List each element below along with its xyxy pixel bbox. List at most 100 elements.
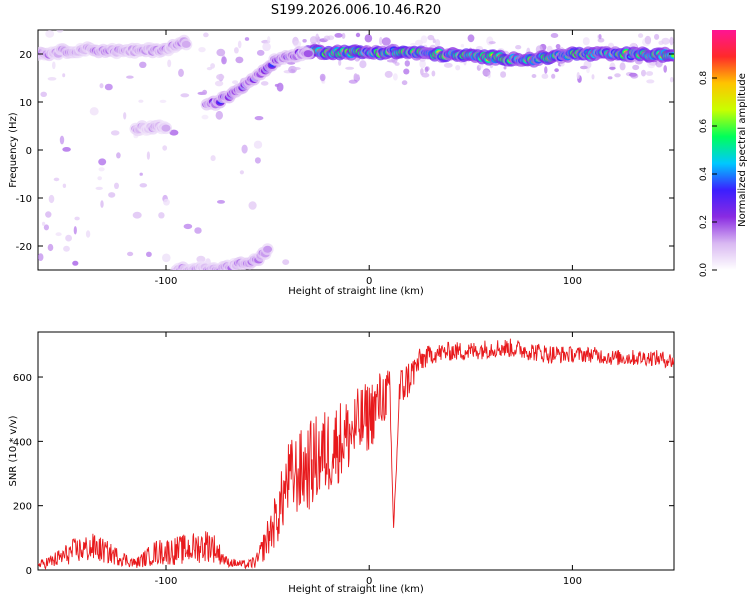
heatmap-noise-cell xyxy=(73,226,77,235)
heatmap-cell xyxy=(161,124,171,132)
heatmap-noise-cell xyxy=(384,70,393,78)
heatmap-noise-cell xyxy=(435,39,441,47)
heatmap-noise-cell xyxy=(646,79,655,84)
heatmap-noise-cell xyxy=(198,47,206,53)
heatmap-noise-cell xyxy=(455,65,461,71)
heatmap-noise-cell xyxy=(114,182,119,189)
heatmap-noise-cell xyxy=(658,40,664,45)
heatmap-noise-cell xyxy=(217,200,225,204)
heatmap-noise-cell xyxy=(555,44,561,49)
heatmap-noise-cell xyxy=(180,93,190,98)
heatmap-noise-cell xyxy=(515,45,522,50)
colorbar-tick-label: 0.6 xyxy=(699,119,709,134)
heatmap-noise-cell xyxy=(216,74,225,80)
heatmap-noise-cell xyxy=(97,176,102,181)
heatmap-noise-cell xyxy=(432,38,436,43)
heatmap-noise-cell xyxy=(669,76,674,83)
heatmap-noise-cell xyxy=(345,66,355,70)
heatmap-noise-cell xyxy=(669,36,674,46)
heatmap-noise-cell xyxy=(359,60,367,69)
heatmap-noise-cell xyxy=(55,232,62,237)
snr-y-tick-label: 200 xyxy=(13,502,32,513)
heatmap-noise-cell xyxy=(355,32,361,38)
colorbar-scale xyxy=(712,30,736,270)
heatmap-noise-cell xyxy=(276,82,284,92)
heatmap-noise-cell xyxy=(100,200,104,208)
heatmap-noise-cell xyxy=(403,68,410,75)
heatmap-noise-cell xyxy=(196,255,206,263)
colorbar-label: Normalized spectral amplitude xyxy=(737,73,748,227)
heatmap-noise-cell xyxy=(59,135,65,145)
heatmap-noise-cell xyxy=(95,186,103,190)
heatmap-noise-cell xyxy=(415,39,423,46)
heatmap-noise-cell xyxy=(386,59,396,63)
heatmap-noise-cell xyxy=(260,81,269,86)
heatmap-noise-cell xyxy=(267,36,271,44)
heatmap-noise-cell xyxy=(319,73,326,82)
heatmap-noise-cell xyxy=(254,116,264,121)
heatmap-noise-cell xyxy=(162,253,171,263)
snr-x-ticks: -100 0 100 xyxy=(155,332,582,587)
heatmap-noise-cell xyxy=(139,61,147,68)
heatmap-noise-cell xyxy=(123,112,127,120)
heatmap-noise-cell xyxy=(419,59,426,69)
heatmap-noise-cell xyxy=(500,71,507,78)
heatmap-noise-cell xyxy=(38,253,44,261)
snr-y-tick-label: 600 xyxy=(13,373,32,384)
heatmap-noise-cell xyxy=(167,59,172,68)
heatmap-noise-cell xyxy=(210,63,216,69)
heatmap-noise-cell xyxy=(138,99,144,103)
heatmap-noise-cell xyxy=(235,56,244,64)
snr-x-tick-label: 100 xyxy=(563,576,582,587)
snr-y-tick-label: 400 xyxy=(13,437,32,448)
heatmap-noise-cell xyxy=(292,67,301,70)
heatmap-noise-cell xyxy=(202,89,208,95)
heatmap-noise-cell xyxy=(393,73,398,81)
heatmap-noise-cell xyxy=(214,80,224,87)
heatmap-noise-cell xyxy=(467,34,475,43)
snr-panel: -100 0 100 0 200 400 600 Height of straight l… xyxy=(8,331,675,595)
heatmap-noise-cell xyxy=(241,144,248,154)
heatmap-noise-cell xyxy=(424,66,429,73)
heatmap-noise-cell xyxy=(348,79,358,84)
heatmap-noise-cell xyxy=(62,183,67,188)
heatmap-noise-cell xyxy=(62,73,66,78)
heatmap-noise-cell xyxy=(609,66,616,70)
heatmap-noise-cell xyxy=(239,170,244,175)
snr-y-ticks: 0 200 400 600 xyxy=(13,373,674,577)
heatmap-noise-cell xyxy=(74,216,80,221)
heatmap-noise-cell xyxy=(630,73,639,79)
heatmap-noise-cell xyxy=(85,230,91,238)
heatmap-noise-cell xyxy=(293,40,302,48)
heatmap-y-tick-label: -10 xyxy=(16,194,32,205)
heatmap-x-ticks: -100 0 100 xyxy=(155,30,582,287)
heatmap-noise-cell xyxy=(619,62,626,71)
heatmap-noise-cell xyxy=(72,260,79,266)
heatmap-noise-cell xyxy=(210,155,216,162)
heatmap-noise-cell xyxy=(482,69,490,76)
colorbar-ticks: 0.0 0.2 0.4 0.6 0.8 xyxy=(699,71,717,277)
heatmap-noise-cell xyxy=(65,234,72,242)
heatmap-noise-cell xyxy=(45,30,55,38)
heatmap-noise-cell xyxy=(338,59,342,66)
heatmap-noise-cell xyxy=(163,198,170,206)
heatmap-noise-cell xyxy=(248,201,257,210)
heatmap-noise-cell xyxy=(203,32,209,38)
heatmap-noise-cell xyxy=(48,194,55,204)
heatmap-noise-cell xyxy=(53,177,60,182)
heatmap-cell xyxy=(263,245,273,253)
heatmap-noise-cell xyxy=(110,130,120,136)
heatmap-noise-cell xyxy=(52,61,56,70)
heatmap-noise-cell xyxy=(215,110,223,120)
heatmap-noise-cell xyxy=(132,211,142,219)
heatmap-noise-cell xyxy=(63,245,70,252)
heatmap-noise-cell xyxy=(460,43,465,48)
heatmap-noise-cell xyxy=(139,183,148,188)
heatmap-noise-cell xyxy=(663,65,667,73)
heatmap-cell xyxy=(303,50,313,58)
heatmap-marks xyxy=(38,30,674,270)
heatmap-noise-cell xyxy=(644,35,652,45)
heatmap-noise-cell xyxy=(232,80,239,85)
heatmap-noise-cell xyxy=(99,83,104,89)
heatmap-y-tick-label: 10 xyxy=(19,98,32,109)
